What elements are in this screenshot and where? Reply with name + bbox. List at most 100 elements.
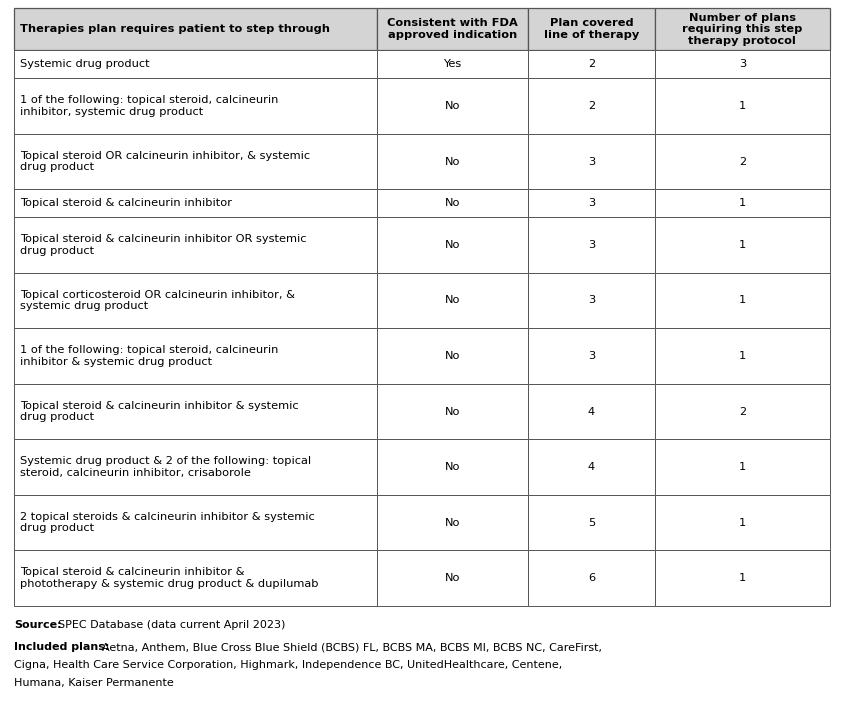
Text: 6: 6 bbox=[587, 573, 595, 583]
Bar bbox=[528, 51, 655, 79]
Text: No: No bbox=[445, 351, 460, 361]
Text: Humana, Kaiser Permanente: Humana, Kaiser Permanente bbox=[14, 678, 174, 688]
Text: Consistent with FDA
approved indication: Consistent with FDA approved indication bbox=[387, 19, 518, 40]
Text: Aetna, Anthem, Blue Cross Blue Shield (BCBS) FL, BCBS MA, BCBS MI, BCBS NC, Care: Aetna, Anthem, Blue Cross Blue Shield (B… bbox=[102, 642, 602, 652]
Bar bbox=[377, 328, 528, 384]
Text: 1: 1 bbox=[738, 240, 746, 250]
Text: 2 topical steroids & calcineurin inhibitor & systemic
drug product: 2 topical steroids & calcineurin inhibit… bbox=[20, 512, 315, 533]
Text: Topical steroid & calcineurin inhibitor & systemic
drug product: Topical steroid & calcineurin inhibitor … bbox=[20, 401, 299, 423]
Text: 1: 1 bbox=[738, 462, 746, 472]
Text: 1: 1 bbox=[738, 296, 746, 306]
Bar bbox=[655, 550, 830, 606]
Text: 1: 1 bbox=[738, 101, 746, 111]
Text: Source:: Source: bbox=[14, 620, 62, 630]
Bar bbox=[528, 439, 655, 495]
Text: Topical steroid & calcineurin inhibitor OR systemic
drug product: Topical steroid & calcineurin inhibitor … bbox=[20, 234, 306, 256]
Bar bbox=[655, 217, 830, 273]
Text: No: No bbox=[445, 101, 460, 111]
Bar bbox=[655, 189, 830, 217]
Text: 3: 3 bbox=[587, 240, 595, 250]
Text: 3: 3 bbox=[738, 59, 746, 69]
Bar bbox=[14, 79, 377, 134]
Bar bbox=[528, 384, 655, 439]
Text: 1: 1 bbox=[738, 351, 746, 361]
Text: No: No bbox=[445, 518, 460, 528]
Bar bbox=[528, 79, 655, 134]
Bar bbox=[377, 8, 528, 51]
Bar bbox=[14, 495, 377, 550]
Bar bbox=[655, 328, 830, 384]
Bar bbox=[655, 273, 830, 328]
Text: 1: 1 bbox=[738, 198, 746, 208]
Bar bbox=[655, 79, 830, 134]
Bar bbox=[14, 8, 377, 51]
Bar bbox=[14, 217, 377, 273]
Bar bbox=[655, 439, 830, 495]
Bar bbox=[377, 550, 528, 606]
Bar bbox=[14, 273, 377, 328]
Bar bbox=[655, 134, 830, 189]
Bar bbox=[528, 273, 655, 328]
Text: 5: 5 bbox=[587, 518, 595, 528]
Bar bbox=[14, 384, 377, 439]
Text: 3: 3 bbox=[587, 351, 595, 361]
Bar bbox=[528, 328, 655, 384]
Bar bbox=[377, 51, 528, 79]
Text: Systemic drug product & 2 of the following: topical
steroid, calcineurin inhibit: Systemic drug product & 2 of the followi… bbox=[20, 456, 311, 478]
Bar bbox=[377, 495, 528, 550]
Text: 4: 4 bbox=[587, 406, 595, 416]
Bar bbox=[377, 134, 528, 189]
Text: No: No bbox=[445, 296, 460, 306]
Text: 1: 1 bbox=[738, 573, 746, 583]
Text: Cigna, Health Care Service Corporation, Highmark, Independence BC, UnitedHealthc: Cigna, Health Care Service Corporation, … bbox=[14, 660, 562, 670]
Text: 1 of the following: topical steroid, calcineurin
inhibitor & systemic drug produ: 1 of the following: topical steroid, cal… bbox=[20, 345, 279, 367]
Text: No: No bbox=[445, 240, 460, 250]
Bar bbox=[377, 273, 528, 328]
Bar bbox=[14, 439, 377, 495]
Bar bbox=[528, 217, 655, 273]
Bar bbox=[377, 439, 528, 495]
Text: No: No bbox=[445, 406, 460, 416]
Text: Topical corticosteroid OR calcineurin inhibitor, &
systemic drug product: Topical corticosteroid OR calcineurin in… bbox=[20, 290, 295, 311]
Text: Plan covered
line of therapy: Plan covered line of therapy bbox=[544, 19, 639, 40]
Text: Therapies plan requires patient to step through: Therapies plan requires patient to step … bbox=[20, 24, 330, 34]
Bar bbox=[655, 8, 830, 51]
Text: No: No bbox=[445, 198, 460, 208]
Bar bbox=[528, 495, 655, 550]
Text: Number of plans
requiring this step
therapy protocol: Number of plans requiring this step ther… bbox=[682, 13, 803, 46]
Text: 3: 3 bbox=[587, 296, 595, 306]
Bar bbox=[14, 134, 377, 189]
Text: No: No bbox=[445, 156, 460, 166]
Bar bbox=[655, 51, 830, 79]
Text: Yes: Yes bbox=[443, 59, 462, 69]
Text: 3: 3 bbox=[587, 156, 595, 166]
Text: SPEC Database (data current April 2023): SPEC Database (data current April 2023) bbox=[58, 620, 285, 630]
Text: Topical steroid OR calcineurin inhibitor, & systemic
drug product: Topical steroid OR calcineurin inhibitor… bbox=[20, 151, 310, 172]
Text: 1: 1 bbox=[738, 518, 746, 528]
Bar bbox=[14, 550, 377, 606]
Text: 2: 2 bbox=[587, 101, 595, 111]
Text: 2: 2 bbox=[738, 156, 746, 166]
Text: Topical steroid & calcineurin inhibitor: Topical steroid & calcineurin inhibitor bbox=[20, 198, 232, 208]
Bar bbox=[528, 134, 655, 189]
Bar bbox=[377, 217, 528, 273]
Text: 4: 4 bbox=[587, 462, 595, 472]
Bar bbox=[14, 51, 377, 79]
Bar bbox=[377, 79, 528, 134]
Bar bbox=[655, 495, 830, 550]
Bar bbox=[14, 189, 377, 217]
Bar bbox=[377, 384, 528, 439]
Bar bbox=[528, 189, 655, 217]
Text: 1 of the following: topical steroid, calcineurin
inhibitor, systemic drug produc: 1 of the following: topical steroid, cal… bbox=[20, 95, 279, 117]
Text: Systemic drug product: Systemic drug product bbox=[20, 59, 149, 69]
Text: No: No bbox=[445, 573, 460, 583]
Bar bbox=[377, 189, 528, 217]
Bar bbox=[14, 328, 377, 384]
Text: Topical steroid & calcineurin inhibitor &
phototherapy & systemic drug product &: Topical steroid & calcineurin inhibitor … bbox=[20, 568, 318, 589]
Text: 2: 2 bbox=[738, 406, 746, 416]
Text: 2: 2 bbox=[587, 59, 595, 69]
Bar bbox=[528, 550, 655, 606]
Text: No: No bbox=[445, 462, 460, 472]
Bar bbox=[528, 8, 655, 51]
Bar bbox=[655, 384, 830, 439]
